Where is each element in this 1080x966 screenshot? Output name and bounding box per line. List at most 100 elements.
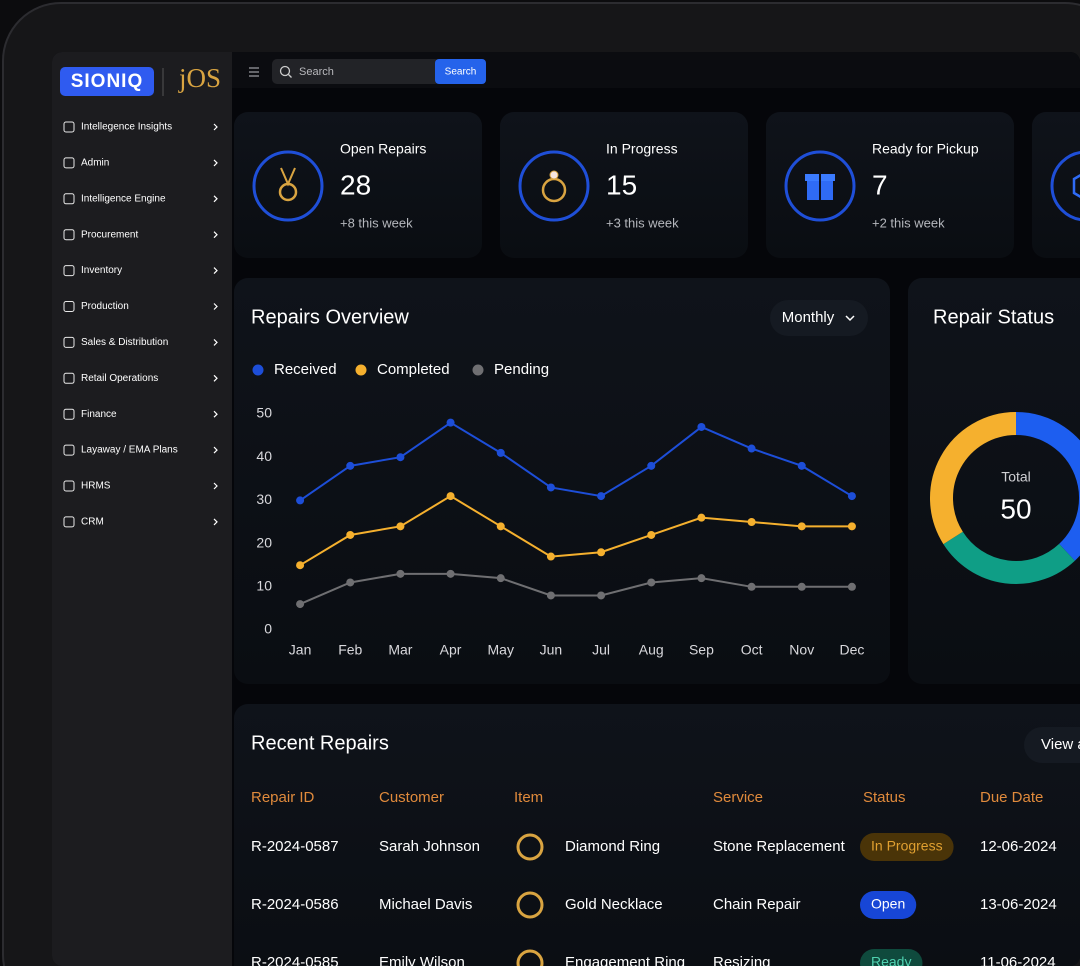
nav-item[interactable]: CRM — [81, 517, 104, 528]
data-point — [396, 522, 405, 531]
data-point — [496, 448, 505, 457]
data-point — [296, 561, 305, 570]
period-chevron — [845, 315, 855, 322]
status-label: Open — [871, 896, 905, 912]
cell: Sarah Johnson — [379, 838, 480, 855]
data-point — [747, 582, 756, 591]
data-point — [847, 582, 856, 591]
data-point — [546, 552, 555, 561]
cell: Gold Necklace — [565, 896, 663, 913]
nav-chevron — [213, 159, 218, 167]
x-tick-label: Feb — [338, 642, 362, 658]
cell: 13-06-2024 — [980, 896, 1057, 913]
data-point — [396, 453, 405, 462]
donut-segment — [930, 412, 1017, 545]
column-header: Customer — [379, 789, 444, 806]
x-tick-label: Jan — [289, 642, 312, 658]
cell: R-2024-0585 — [251, 954, 339, 966]
nav-icon — [63, 157, 75, 169]
legend-swatch — [355, 364, 367, 376]
stat-card — [500, 112, 748, 258]
stat-icon-ring — [1050, 150, 1080, 222]
nav-item[interactable]: Intelligence Engine — [81, 193, 166, 204]
cell: 12-06-2024 — [980, 838, 1057, 855]
donut-center-label: Total — [1001, 469, 1031, 485]
stat-card — [234, 112, 482, 258]
period-select[interactable] — [770, 300, 868, 336]
x-tick-label: Apr — [440, 642, 462, 658]
nav-item[interactable]: Procurement — [81, 229, 138, 240]
x-tick-label: Jun — [540, 642, 563, 658]
box-icon — [1072, 170, 1080, 202]
legend-label: Received — [274, 361, 337, 378]
nav-icon — [63, 193, 75, 205]
stat-icon-ring — [518, 150, 590, 222]
pendant-icon — [278, 182, 298, 202]
cell: Resizing — [713, 954, 771, 966]
cell: 11-06-2024 — [980, 954, 1056, 966]
nav-item[interactable]: Sales & Distribution — [81, 337, 168, 348]
data-point — [546, 591, 555, 600]
x-tick-label: May — [488, 642, 514, 658]
data-point — [597, 548, 606, 557]
stat-delta: +3 this week — [606, 215, 679, 230]
donut-total: 50 — [1000, 493, 1031, 524]
nav-item[interactable]: Layaway / EMA Plans — [81, 445, 178, 456]
search-button-label[interactable]: Search — [445, 67, 477, 78]
y-tick-label: 30 — [256, 491, 272, 507]
nav-chevron — [213, 267, 218, 275]
data-point — [597, 492, 606, 501]
search-icon — [279, 65, 291, 77]
donut-segment — [1015, 412, 1080, 561]
search-button[interactable] — [435, 59, 486, 84]
data-point — [797, 582, 806, 591]
overview-card — [234, 278, 890, 684]
data-point — [797, 522, 806, 531]
period-label[interactable]: Monthly — [782, 309, 835, 326]
legend-swatch — [252, 364, 264, 376]
y-tick-label: 10 — [256, 578, 272, 594]
cell: R-2024-0586 — [251, 896, 339, 913]
nav-item[interactable]: Production — [81, 301, 129, 312]
nav-item[interactable]: Intellegence Insights — [81, 122, 172, 133]
nav-chevron — [213, 231, 218, 239]
nav-item[interactable]: Retail Operations — [81, 373, 158, 384]
hamburger[interactable] — [249, 67, 259, 77]
data-point — [747, 518, 756, 526]
brand: SIONIQ — [71, 71, 144, 92]
nav-chevron — [213, 518, 218, 526]
overview-title: Repairs Overview — [251, 306, 409, 328]
nav-icon — [63, 516, 75, 528]
search-icon-handle — [288, 74, 292, 78]
view-all-button[interactable] — [1024, 727, 1080, 763]
data-point — [396, 569, 405, 578]
status-title: Repair Status — [933, 306, 1054, 328]
nav-item[interactable]: HRMS — [81, 481, 111, 492]
nav-item[interactable]: Inventory — [81, 265, 122, 276]
screen: SIONIQ jOS Search Search Repairs Overvie… — [52, 52, 1080, 966]
data-point — [446, 418, 455, 427]
x-tick-label: Sep — [689, 642, 714, 658]
brand-badge — [60, 67, 154, 96]
y-tick-label: 0 — [264, 621, 272, 637]
search-input[interactable] — [272, 59, 440, 84]
repairs-title: Recent Repairs — [251, 732, 389, 754]
data-point — [346, 578, 355, 587]
nav-item[interactable]: Finance — [81, 409, 117, 420]
cell: Michael Davis — [379, 896, 472, 913]
nav-icon — [63, 408, 75, 420]
series-line — [299, 421, 853, 502]
view-all-label[interactable]: View all — [1041, 736, 1080, 753]
data-point — [697, 513, 706, 522]
series-line — [299, 572, 852, 605]
data-point — [346, 530, 355, 539]
data-point — [647, 578, 656, 587]
nav-icon — [63, 265, 75, 277]
repairs-card — [234, 704, 1080, 966]
legend-swatch — [472, 364, 484, 376]
x-tick-label: Nov — [789, 642, 814, 658]
nav-item[interactable]: Admin — [81, 158, 109, 169]
status-label: In Progress — [871, 838, 943, 854]
item-thumb — [516, 949, 544, 966]
